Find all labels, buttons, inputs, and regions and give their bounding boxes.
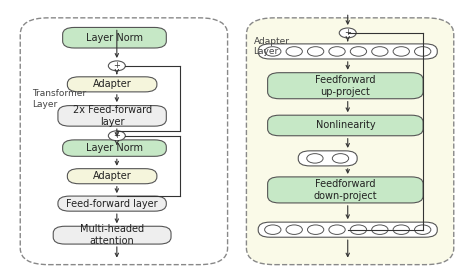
Text: +: + xyxy=(344,29,351,37)
Text: Transformer
Layer: Transformer Layer xyxy=(32,89,86,109)
FancyBboxPatch shape xyxy=(67,169,157,184)
Circle shape xyxy=(109,61,125,71)
Circle shape xyxy=(329,225,345,234)
Text: Feedforward
down-project: Feedforward down-project xyxy=(314,179,377,201)
FancyBboxPatch shape xyxy=(58,196,166,211)
Circle shape xyxy=(350,225,366,234)
Circle shape xyxy=(350,47,366,56)
Circle shape xyxy=(414,47,431,56)
Circle shape xyxy=(286,47,302,56)
FancyBboxPatch shape xyxy=(246,18,454,265)
Circle shape xyxy=(109,131,125,141)
FancyBboxPatch shape xyxy=(63,140,166,156)
Text: +: + xyxy=(113,61,120,70)
FancyBboxPatch shape xyxy=(67,77,157,92)
Circle shape xyxy=(308,225,324,234)
Text: Feedforward
up-project: Feedforward up-project xyxy=(315,75,375,96)
FancyBboxPatch shape xyxy=(258,44,438,59)
Circle shape xyxy=(332,154,349,163)
Circle shape xyxy=(307,154,323,163)
Text: Feed-forward layer: Feed-forward layer xyxy=(66,199,158,209)
Circle shape xyxy=(329,47,345,56)
Text: Adapter: Adapter xyxy=(93,171,131,181)
Text: Adapter: Adapter xyxy=(93,79,131,89)
FancyBboxPatch shape xyxy=(298,151,357,166)
Text: +: + xyxy=(113,131,120,140)
FancyBboxPatch shape xyxy=(268,177,423,203)
Text: Layer Norm: Layer Norm xyxy=(86,33,143,43)
Circle shape xyxy=(264,47,281,56)
Text: Multi-headed
attention: Multi-headed attention xyxy=(80,224,144,246)
FancyBboxPatch shape xyxy=(268,115,423,136)
Text: Adapter
Layer: Adapter Layer xyxy=(254,37,290,57)
Circle shape xyxy=(308,47,324,56)
Circle shape xyxy=(393,47,410,56)
Circle shape xyxy=(372,225,388,234)
Circle shape xyxy=(393,225,410,234)
Text: Nonlinearity: Nonlinearity xyxy=(316,120,375,130)
Circle shape xyxy=(414,225,431,234)
FancyBboxPatch shape xyxy=(268,73,423,99)
FancyBboxPatch shape xyxy=(63,27,166,48)
Circle shape xyxy=(264,225,281,234)
FancyBboxPatch shape xyxy=(258,222,438,237)
FancyBboxPatch shape xyxy=(20,18,228,265)
FancyBboxPatch shape xyxy=(58,106,166,126)
Text: Layer Norm: Layer Norm xyxy=(86,143,143,153)
Circle shape xyxy=(339,28,356,38)
Circle shape xyxy=(286,225,302,234)
Text: 2x Feed-forward
layer: 2x Feed-forward layer xyxy=(73,105,152,127)
Circle shape xyxy=(372,47,388,56)
FancyBboxPatch shape xyxy=(53,226,171,244)
